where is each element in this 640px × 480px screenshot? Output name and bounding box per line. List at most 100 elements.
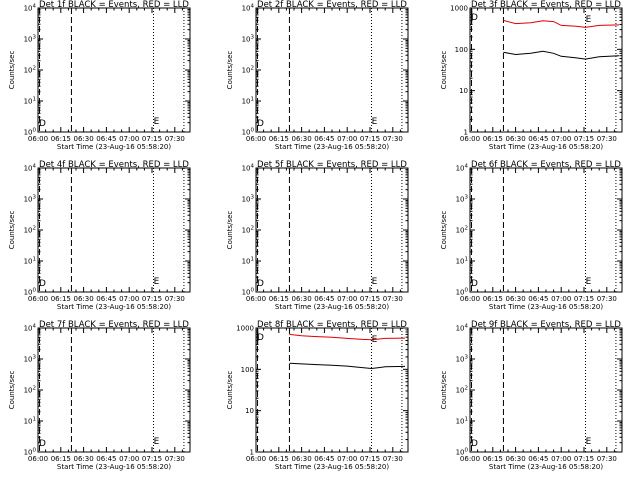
marker-d: D <box>471 13 478 23</box>
marker-d: D <box>39 279 46 289</box>
y-tick-label: 102 <box>456 226 468 235</box>
x-tick-label: 07:00 <box>337 295 357 303</box>
x-tick-label: 06:30 <box>506 455 526 463</box>
x-tick-label: 06:00 <box>28 455 48 463</box>
y-tick-label: 104 <box>242 164 255 173</box>
y-axis-label: Counts/sec <box>226 211 234 250</box>
x-tick-label: 07:30 <box>597 455 617 463</box>
x-tick-label: 07:00 <box>119 455 139 463</box>
detector-panel: Det 2f BLACK = Events, RED = LLD 100 101 10… <box>226 0 409 151</box>
detector-panel: Det 3f BLACK = Events, RED = LLD 1 10 100 10… <box>440 0 623 151</box>
x-tick-label: 07:00 <box>119 295 139 303</box>
x-tick-label: 06:00 <box>246 295 266 303</box>
x-tick-label: 06:00 <box>28 135 48 143</box>
x-tick-label: 06:00 <box>246 455 266 463</box>
marker-e: E <box>586 277 592 287</box>
y-tick-label: 10 <box>245 407 254 415</box>
y-tick-label: 104 <box>24 4 37 13</box>
x-tick-label: 07:30 <box>597 135 617 143</box>
x-tick-label: 06:30 <box>292 135 312 143</box>
x-tick-label: 07:15 <box>574 135 594 143</box>
y-tick-label: 104 <box>456 324 469 333</box>
y-tick-label: 102 <box>24 226 36 235</box>
detector-panel: Det 8f BLACK = Events, RED = LLD 1 10 100 10… <box>226 320 409 471</box>
x-tick-label: 07:15 <box>360 295 380 303</box>
x-tick-label: 06:15 <box>483 455 503 463</box>
y-tick-label: 103 <box>456 195 469 204</box>
y-tick-label: 103 <box>24 195 37 204</box>
x-tick-label: 06:30 <box>74 295 94 303</box>
marker-d: D <box>257 333 264 343</box>
y-tick-label: 100 <box>242 128 255 137</box>
x-axis-label: Start Time (23-Aug-16 05:58:20) <box>489 463 603 471</box>
x-tick-label: 06:30 <box>74 135 94 143</box>
y-tick-label: 102 <box>242 226 254 235</box>
y-tick-label: 103 <box>242 35 255 44</box>
x-tick-label: 07:15 <box>360 455 380 463</box>
plot-frame <box>37 7 191 133</box>
x-tick-label: 07:30 <box>383 455 403 463</box>
x-tick-label: 07:15 <box>142 295 162 303</box>
y-tick-label: 100 <box>241 366 254 374</box>
x-tick-label: 07:30 <box>597 295 617 303</box>
x-tick-label: 06:45 <box>314 295 334 303</box>
x-tick-label: 06:00 <box>460 135 480 143</box>
y-tick-label: 101 <box>242 97 254 106</box>
events-series-line <box>503 50 620 60</box>
y-tick-label: 103 <box>242 195 255 204</box>
marker-d: D <box>257 119 264 129</box>
y-axis-label: Counts/sec <box>8 51 16 90</box>
y-tick-label: 101 <box>242 257 254 266</box>
x-tick-label: 07:30 <box>165 295 185 303</box>
y-tick-label: 102 <box>24 66 36 75</box>
y-tick-label: 104 <box>24 324 37 333</box>
x-tick-label: 06:45 <box>528 135 548 143</box>
marker-d: D <box>257 279 264 289</box>
marker-d: D <box>471 439 478 449</box>
panel-title: Det 1f BLACK = Events, RED = LLD <box>39 0 189 10</box>
y-axis-label: Counts/sec <box>226 371 234 410</box>
lld-series-line <box>503 19 620 28</box>
detector-panel: Det 5f BLACK = Events, RED = LLD 100 101 10… <box>226 160 409 311</box>
y-axis-label: Counts/sec <box>440 371 448 410</box>
x-tick-label: 06:30 <box>506 135 526 143</box>
x-axis-label: Start Time (23-Aug-16 05:58:20) <box>57 463 171 471</box>
y-tick-label: 1000 <box>450 5 468 13</box>
y-tick-label: 1 <box>464 129 468 137</box>
panel-title: Det 4f BLACK = Events, RED = LLD <box>39 160 189 170</box>
lld-series-line <box>289 333 406 341</box>
y-axis-label: Counts/sec <box>440 211 448 250</box>
marker-e: E <box>154 277 160 287</box>
x-tick-label: 06:45 <box>528 295 548 303</box>
x-tick-label: 06:30 <box>292 295 312 303</box>
x-tick-label: 06:15 <box>483 295 503 303</box>
plot-frame <box>37 167 191 293</box>
y-axis-label: Counts/sec <box>8 211 16 250</box>
x-tick-label: 06:30 <box>506 295 526 303</box>
marker-e: E <box>154 437 160 447</box>
plot-frame <box>255 7 409 133</box>
x-tick-label: 06:00 <box>246 135 266 143</box>
marker-e: E <box>586 437 592 447</box>
x-tick-label: 07:00 <box>337 455 357 463</box>
y-tick-label: 101 <box>456 417 468 426</box>
detector-panel: Det 4f BLACK = Events, RED = LLD 100 101 10… <box>8 160 191 311</box>
x-axis-label: Start Time (23-Aug-16 05:58:20) <box>489 303 603 311</box>
x-tick-label: 06:30 <box>292 455 312 463</box>
y-tick-label: 102 <box>242 66 254 75</box>
x-axis-label: Start Time (23-Aug-16 05:58:20) <box>275 463 389 471</box>
x-tick-label: 07:30 <box>165 455 185 463</box>
x-tick-label: 06:30 <box>74 455 94 463</box>
x-tick-label: 07:30 <box>165 135 185 143</box>
detector-panel: Det 6f BLACK = Events, RED = LLD 100 101 10… <box>440 160 623 311</box>
x-tick-label: 06:45 <box>528 455 548 463</box>
x-tick-label: 07:30 <box>383 295 403 303</box>
y-axis-label: Counts/sec <box>8 371 16 410</box>
y-tick-label: 101 <box>24 97 36 106</box>
plot-frame <box>469 7 623 133</box>
x-tick-label: 07:15 <box>142 455 162 463</box>
x-tick-label: 06:45 <box>314 455 334 463</box>
x-tick-label: 07:30 <box>383 135 403 143</box>
plot-frame <box>469 167 623 293</box>
